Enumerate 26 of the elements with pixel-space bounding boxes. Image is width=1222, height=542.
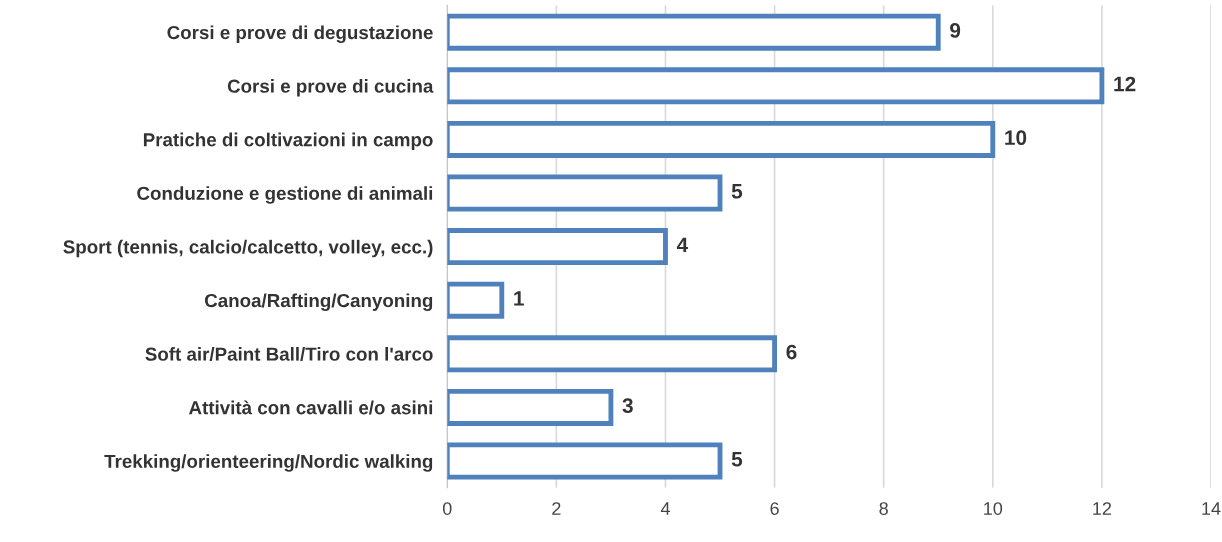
y-tick-label: Corsi e prove di cucina xyxy=(227,79,434,97)
data-label: 3 xyxy=(622,398,633,414)
x-tick-label: 6 xyxy=(770,502,779,515)
x-tick-label: 10 xyxy=(984,502,1003,515)
x-tick-label: 14 xyxy=(1202,502,1221,515)
data-label: 6 xyxy=(786,344,797,360)
data-label: 5 xyxy=(731,184,743,199)
y-tick-label: Attività con cavalli e/o asini xyxy=(188,400,433,415)
x-tick-label: 0 xyxy=(442,502,452,515)
data-label: 10 xyxy=(1005,130,1027,146)
x-tick-label: 2 xyxy=(552,502,561,515)
y-tick-label: Trekking/orienteering/Nordic walking xyxy=(104,454,433,472)
y-tick-label: Pratiche di coltivazioni in campo xyxy=(143,132,433,151)
x-tick-label: 4 xyxy=(660,502,670,515)
y-tick-label: Sport (tennis, calcio/calcetto, volley, ecc.) xyxy=(63,239,433,258)
x-tick-label: 8 xyxy=(879,502,888,515)
data-label: 4 xyxy=(676,237,689,252)
x-tick-label: 12 xyxy=(1093,502,1112,515)
data-label: 5 xyxy=(731,452,743,467)
data-label: 1 xyxy=(514,291,524,306)
y-tick-label: Conduzione e gestione di animali xyxy=(137,186,433,204)
data-label: 9 xyxy=(950,23,961,38)
data-label: 12 xyxy=(1114,76,1136,92)
y-tick-label: Corsi e prove di degustazione xyxy=(167,25,433,43)
y-tick-label: Canoa/Rafting/Canyoning xyxy=(204,293,433,311)
y-tick-label: Soft air/Paint Ball/Tiro con l'arco xyxy=(145,347,433,361)
